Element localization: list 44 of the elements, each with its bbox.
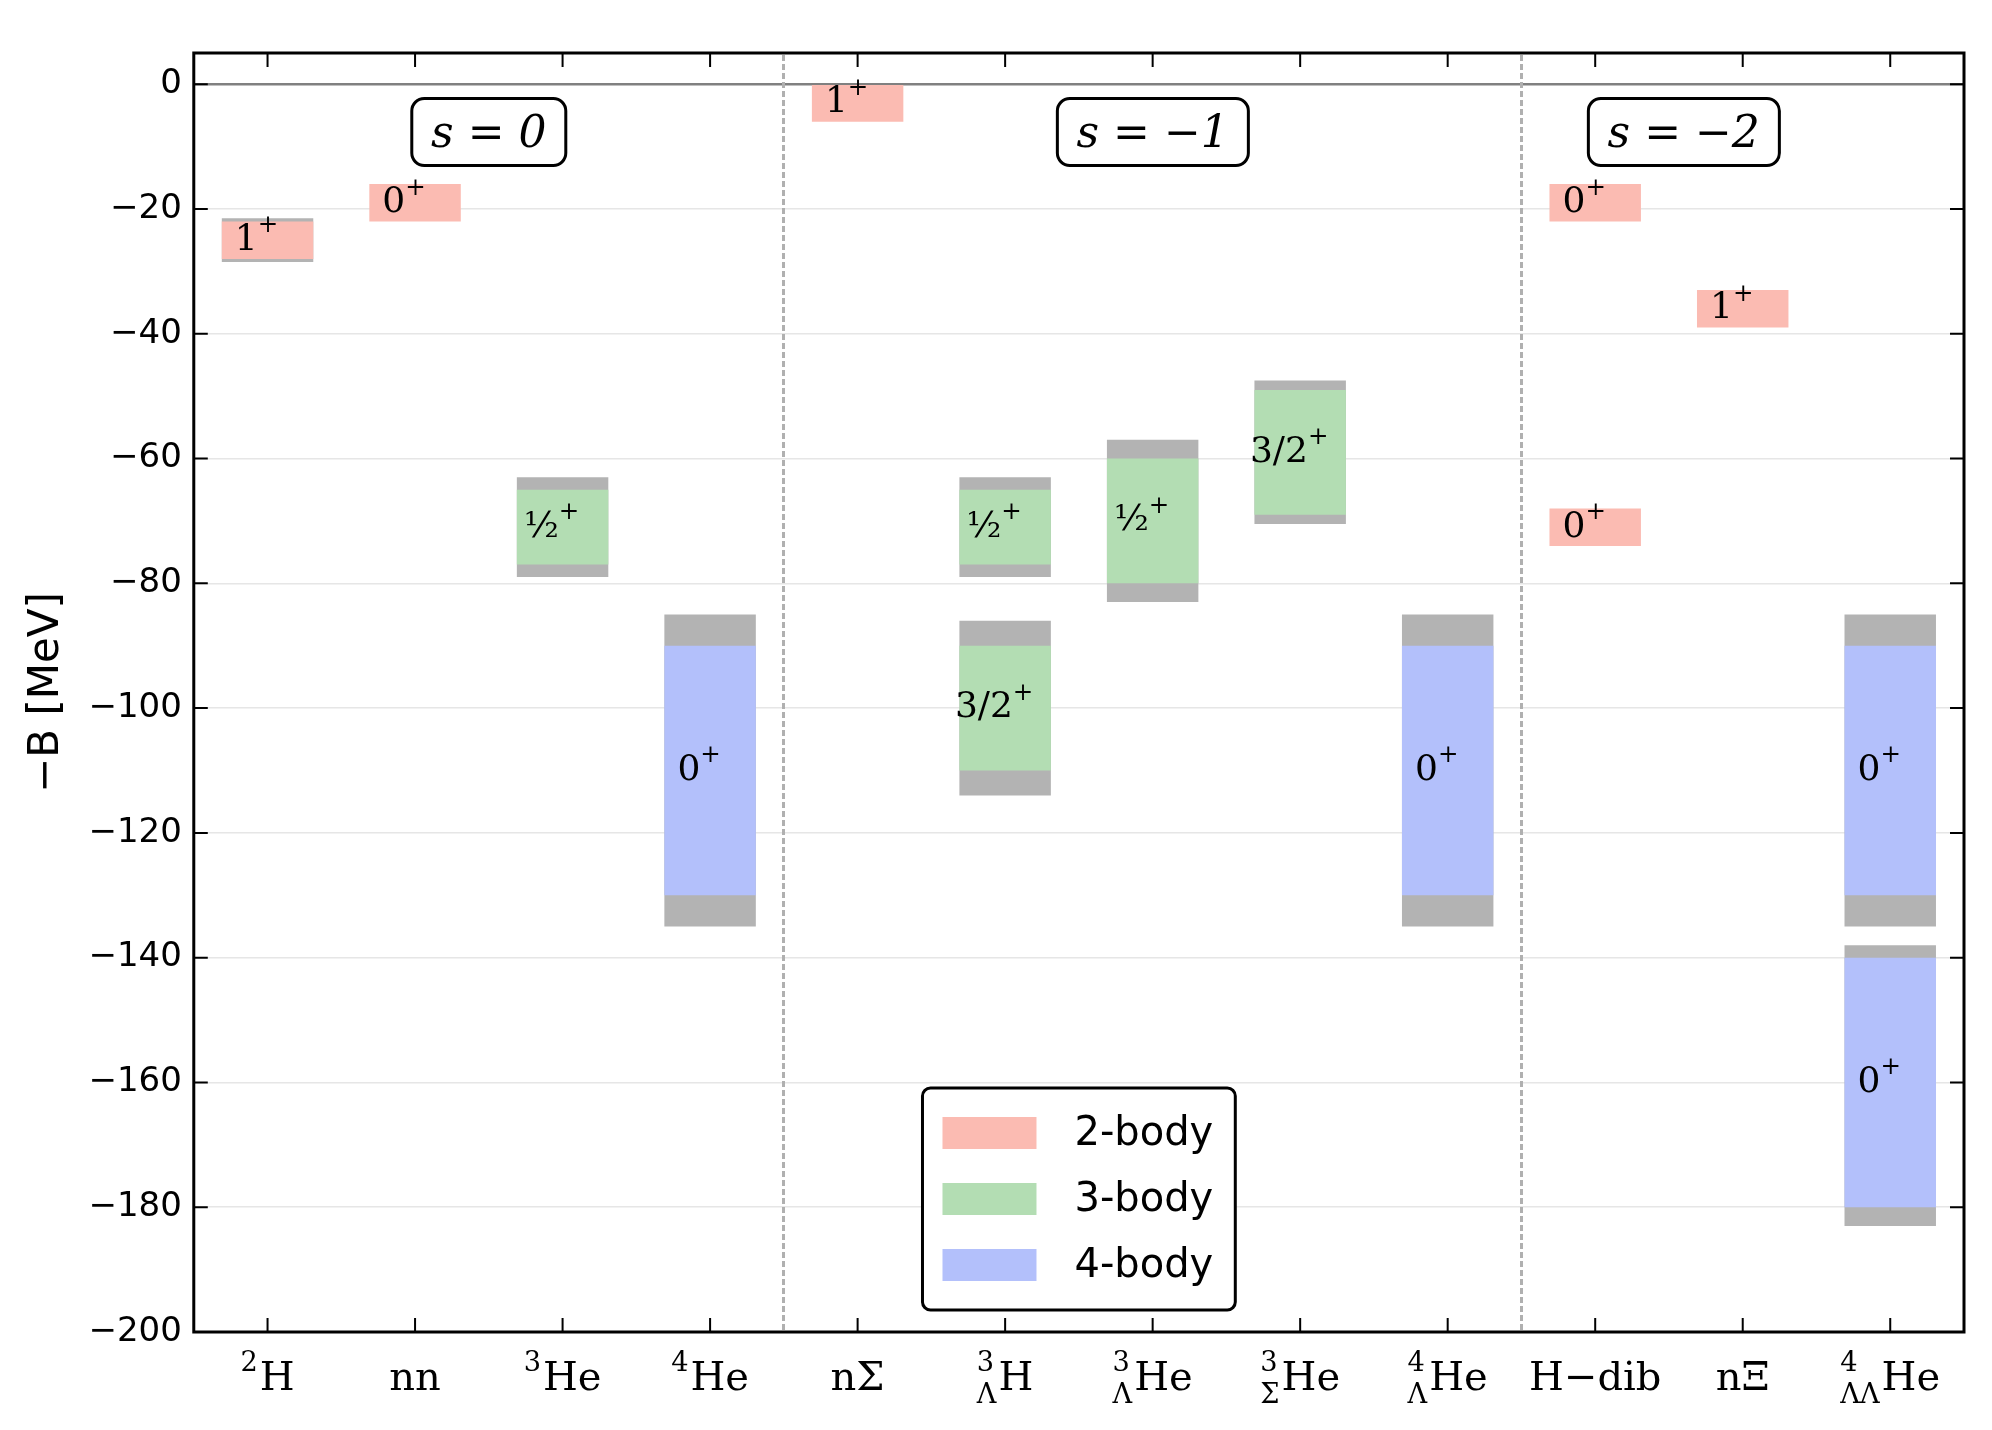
annotation: 3/2+	[954, 677, 1034, 726]
x-tick-label: nn	[389, 1353, 441, 1400]
y-tick-label: −120	[88, 809, 182, 850]
bar	[959, 645, 1051, 771]
annotation: 0+	[1414, 739, 1459, 788]
annotation: 0+	[1857, 739, 1901, 788]
legend-label: 2-body	[1074, 1108, 1214, 1155]
y-tick-label: −140	[88, 934, 182, 975]
annotation: s = −2	[1586, 97, 1781, 167]
x-tick-label: H−dib	[1529, 1353, 1662, 1400]
annotation: ½+	[523, 496, 580, 545]
bar	[1401, 645, 1494, 896]
x-tick-label: nΣ	[830, 1353, 885, 1400]
y-tick-label: −160	[88, 1059, 182, 1100]
annotation: s = −1	[1055, 97, 1250, 167]
y-tick-label: −20	[110, 185, 182, 226]
legend-label: 4-body	[1074, 1240, 1214, 1287]
x-tick-label: nΞ	[1715, 1353, 1770, 1400]
annotation: 0+	[1562, 496, 1606, 545]
y-tick-label: 0	[160, 61, 182, 102]
y-tick-label: −40	[110, 310, 182, 351]
bar	[516, 489, 609, 565]
y-tick-label: −180	[88, 1184, 182, 1225]
annotation: 0+	[1562, 171, 1606, 221]
annotation: 1+	[1710, 277, 1754, 327]
annotation: 3/2+	[1249, 421, 1329, 470]
annotation: 1+	[234, 209, 279, 258]
y-tick-label: −100	[88, 684, 182, 725]
annotation: s = 0	[410, 97, 568, 167]
bar	[959, 489, 1051, 565]
bar	[1106, 458, 1199, 584]
annotation: 0+	[1857, 1051, 1901, 1100]
annotation: ½+	[966, 496, 1022, 545]
annotation: 1+	[824, 71, 869, 121]
y-tick-label: −80	[110, 560, 182, 601]
y-axis-title: −B [MeV]	[19, 592, 69, 793]
annotation: 0+	[382, 171, 426, 221]
legend-label: 3-body	[1074, 1174, 1214, 1221]
bar	[1844, 645, 1936, 896]
y-tick-label: −200	[88, 1308, 182, 1349]
y-tick-label: −60	[110, 435, 182, 476]
annotation: 0+	[677, 739, 721, 788]
annotation: ½+	[1113, 489, 1170, 539]
bar	[664, 645, 756, 896]
